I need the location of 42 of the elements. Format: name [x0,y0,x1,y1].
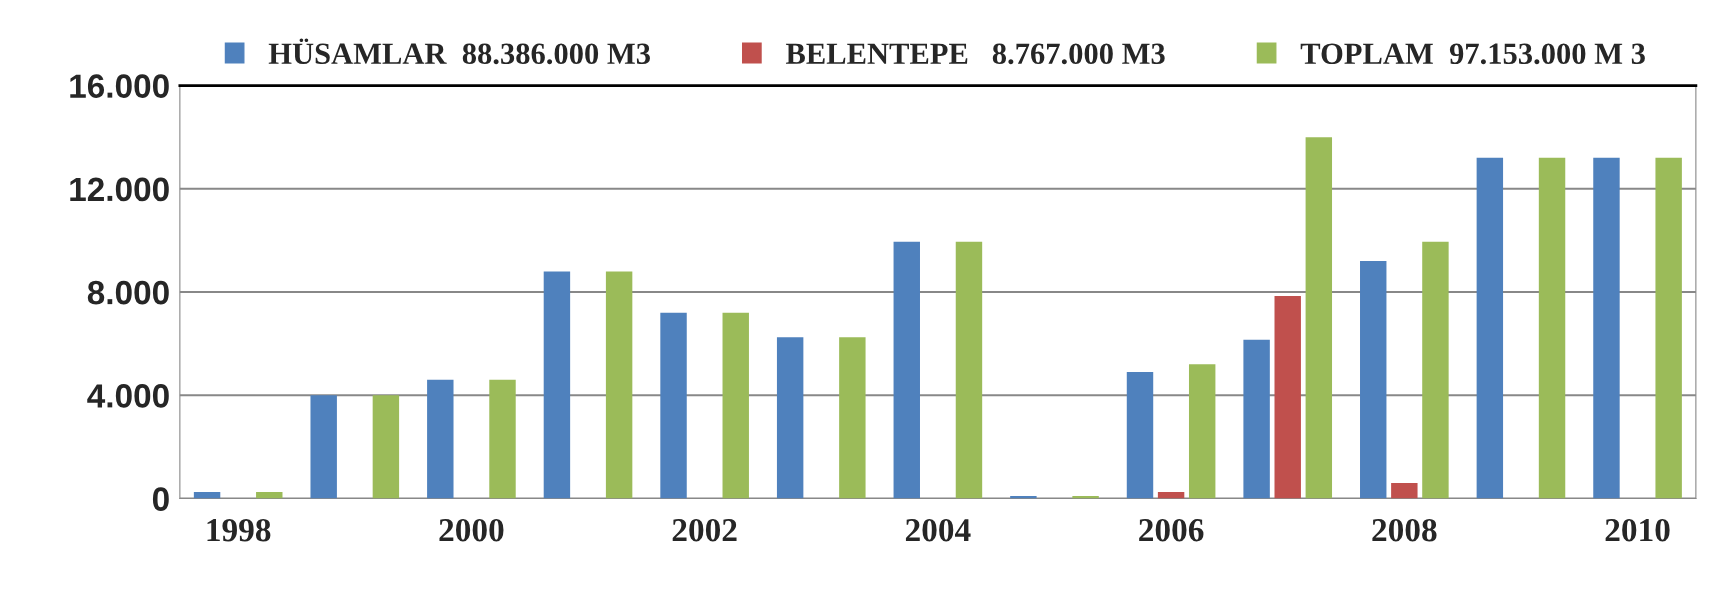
x-tick-label: 1998 [207,518,271,542]
x-tick-label: 2006 [1139,518,1204,542]
bar [1274,295,1301,499]
bar [427,379,454,499]
y-tick-label: 4.000 [87,384,169,408]
bar [1391,483,1418,499]
bar [660,312,687,499]
bar [605,271,633,499]
legend-label: TOPLAM 97.153.000 M 3 [1300,43,1645,65]
bar [310,395,337,499]
bar [1422,241,1449,499]
bar [489,379,516,499]
bar [1126,372,1154,499]
bar [1305,137,1333,499]
bar [776,337,804,499]
bar [1593,157,1620,499]
legend-label: HÜSAMLAR 88.386.000 M3 [268,38,650,65]
legend-label: BELENTEPE 8.767.000 M3 [785,43,1165,65]
y-tick-label: 16.000 [70,74,169,98]
x-tick-label: 2008 [1372,518,1437,542]
bar [839,337,866,499]
bar [193,492,221,499]
bar [256,492,283,499]
bar [372,395,400,499]
y-tick-label: 12.000 [70,177,169,202]
bar [722,312,749,499]
bar [543,271,571,499]
x-tick-label: 2010 [1605,518,1670,542]
bar [955,241,983,499]
bar [1476,157,1504,499]
bar [1157,492,1185,499]
bar [893,241,920,499]
bar [1538,157,1566,499]
bar [1360,261,1387,499]
bar [1243,339,1270,499]
bar [1188,364,1216,499]
x-tick-label: 2004 [905,518,971,542]
y-tick-label: 0 [152,487,169,511]
bar [1655,157,1682,499]
x-tick-label: 2000 [439,518,504,542]
y-tick-label: 8.000 [87,280,169,305]
x-tick-label: 2002 [672,518,737,542]
